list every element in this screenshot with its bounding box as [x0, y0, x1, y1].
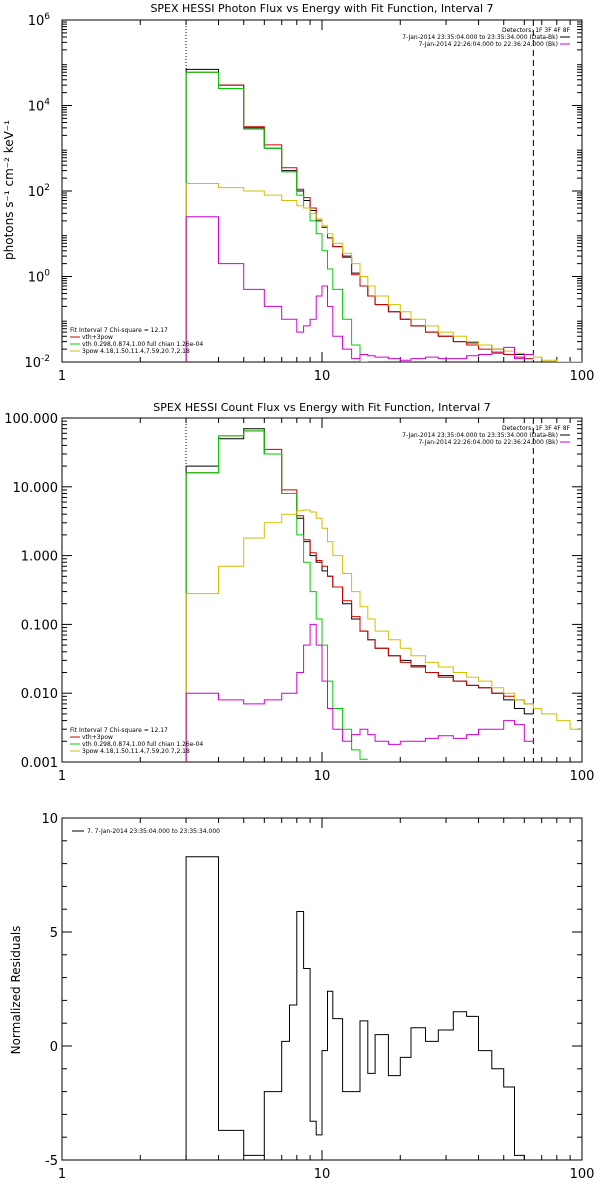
legend-fit-header: Fit Interval 7 Chi-square = 12.17	[70, 727, 168, 734]
photon-flux-y-label: photons s⁻¹ cm⁻² keV⁻¹	[2, 120, 16, 260]
y-tick-label: -5	[45, 1154, 58, 1169]
x-tick-label: 1	[58, 769, 66, 784]
legend-entry: vth+3pow	[82, 734, 113, 741]
x-tick-label: 10	[314, 769, 331, 784]
legend-entry: 7-Jan-2014 22:26:04.000 to 22:36:24.000 …	[418, 41, 558, 48]
legend-entry: 7-Jan-2014 23:35:04.000 to 23:35:34.000 …	[402, 432, 558, 439]
series-thermal-histogram	[185, 430, 368, 762]
series-background-histogram	[185, 216, 534, 362]
legend-entry: 7-Jan-2014 22:26:04.000 to 22:36:24.000 …	[418, 439, 558, 446]
legend-entry: vth+3pow	[82, 334, 113, 341]
y-tick-label: 100.000	[4, 412, 58, 427]
legend-entry: 7. 7-Jan-2014 23:35:04.000 to 23:35:34.0…	[87, 828, 220, 835]
x-tick-label: 10	[314, 369, 331, 384]
legend-entry: vth 0.298,0.874,1.00 full chian 1.26e-04	[82, 341, 203, 348]
residuals-panel: Normalized Residuals 1 10 100 -5 0 5 10 7. 7-Ja…	[9, 812, 594, 1182]
series-data-histogram	[185, 856, 534, 1160]
y-tick-label: 100	[28, 269, 51, 286]
y-tick-label: 10.000	[13, 481, 59, 496]
x-tick-label: 1	[58, 369, 66, 384]
series-group	[185, 428, 582, 762]
y-tick-label: 102	[28, 183, 50, 200]
series-thermal-histogram	[185, 71, 368, 362]
legend-detectors: Detectors: 1F 3F 4F 8F	[502, 425, 571, 432]
legend-entry: vth 0.298,0.874,1.00 full chian 1.26e-04	[82, 741, 203, 748]
y-tick-label: 0	[50, 1040, 58, 1055]
legend-entry: 3pow 4.18,1.50,11.4,7.59,20.7,2.18	[82, 748, 190, 755]
legend-detectors: Detectors: 1F 3F 4F 8F	[502, 27, 571, 34]
y-tick-label: 1.000	[21, 550, 58, 565]
series-group	[185, 856, 534, 1160]
series-background-histogram	[185, 623, 534, 762]
x-tick-label: 100	[570, 769, 595, 784]
x-tick-label: 1	[58, 1167, 66, 1182]
series-total-histogram	[185, 430, 534, 762]
y-tick-label: 106	[28, 12, 51, 29]
y-tick-label: 0.001	[21, 756, 58, 771]
y-tick-label: 104	[28, 98, 51, 115]
legend-entry: 7-Jan-2014 23:35:04.000 to 23:35:34.000 …	[402, 34, 558, 41]
x-tick-label: 100	[570, 1167, 595, 1182]
x-tick-label: 10	[314, 1167, 331, 1182]
plot-frame	[61, 19, 583, 363]
plot-frame	[61, 417, 583, 763]
count-flux-panel: SPEX HESSI Count Flux vs Energy with Fit…	[4, 401, 594, 784]
legend-entry: 3pow 4.18,1.50,11.4,7.59,20.7,2.18	[82, 348, 190, 355]
residuals-y-label: Normalized Residuals	[9, 926, 23, 1055]
series-data-histogram	[185, 68, 534, 362]
photon-flux-title: SPEX HESSI Photon Flux vs Energy with Fi…	[150, 2, 493, 15]
y-tick-label: 0.010	[21, 687, 58, 702]
y-tick-label: 10	[41, 812, 58, 827]
photon-flux-panel: SPEX HESSI Photon Flux vs Energy with Fi…	[2, 2, 594, 384]
series-powerlaw-histogram	[185, 509, 582, 762]
y-tick-label: 0.100	[21, 618, 58, 633]
legend-fit-header: Fit Interval 7 Chi-square = 12.17	[70, 327, 168, 334]
y-tick-label: 5	[50, 926, 58, 941]
count-flux-title: SPEX HESSI Count Flux vs Energy with Fit…	[153, 401, 490, 414]
series-group	[185, 68, 582, 362]
series-total-histogram	[185, 71, 534, 362]
series-powerlaw-histogram	[185, 183, 582, 362]
x-tick-label: 100	[570, 369, 595, 384]
y-tick-label: 10-2	[24, 354, 50, 371]
